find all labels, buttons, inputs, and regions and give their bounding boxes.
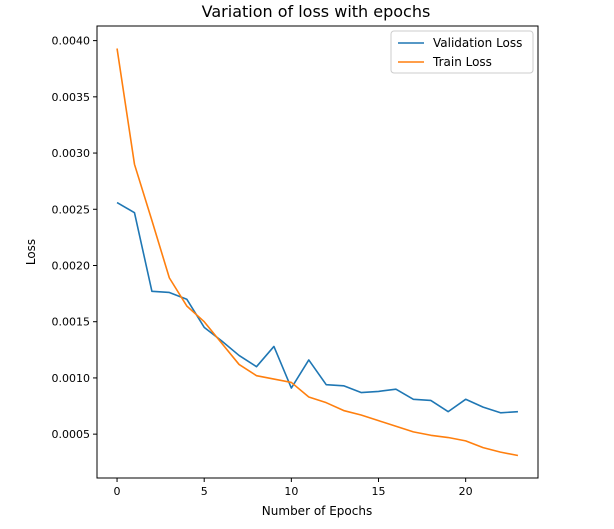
y-tick-label: 0.0015 xyxy=(52,316,91,329)
y-axis-ticks: 0.0005 0.0010 0.0015 0.0020 0.0025 0.0030 0.00… xyxy=(52,35,97,441)
x-tick-label: 5 xyxy=(201,485,208,498)
plot-area xyxy=(116,48,519,457)
y-tick-label: 0.0020 xyxy=(52,259,91,272)
plot-frame xyxy=(96,25,539,479)
series-line-train-loss xyxy=(116,48,519,457)
y-axis-label: Loss xyxy=(24,239,38,265)
x-axis-ticks: 0 5 10 15 20 xyxy=(114,478,473,498)
y-tick-label: 0.0035 xyxy=(52,91,91,104)
legend-label-validation-loss: Validation Loss xyxy=(433,36,522,50)
x-tick-label: 20 xyxy=(459,485,473,498)
y-tick-label: 0.0025 xyxy=(52,203,91,216)
legend-box xyxy=(390,30,534,74)
legend-label-train-loss: Train Loss xyxy=(432,55,492,69)
x-tick-label: 10 xyxy=(284,485,298,498)
y-tick-label: 0.0005 xyxy=(52,428,91,441)
series-line-validation-loss xyxy=(116,201,519,414)
y-tick-label: 0.0010 xyxy=(52,372,91,385)
y-tick-label: 0.0030 xyxy=(52,147,91,160)
x-tick-label: 0 xyxy=(114,485,121,498)
legend: Validation Loss Train Loss xyxy=(390,30,534,74)
x-axis-label: Number of Epochs xyxy=(262,504,372,518)
y-tick-label: 0.0040 xyxy=(52,35,91,48)
x-tick-label: 15 xyxy=(372,485,386,498)
chart-title: Variation of loss with epochs xyxy=(202,2,431,21)
